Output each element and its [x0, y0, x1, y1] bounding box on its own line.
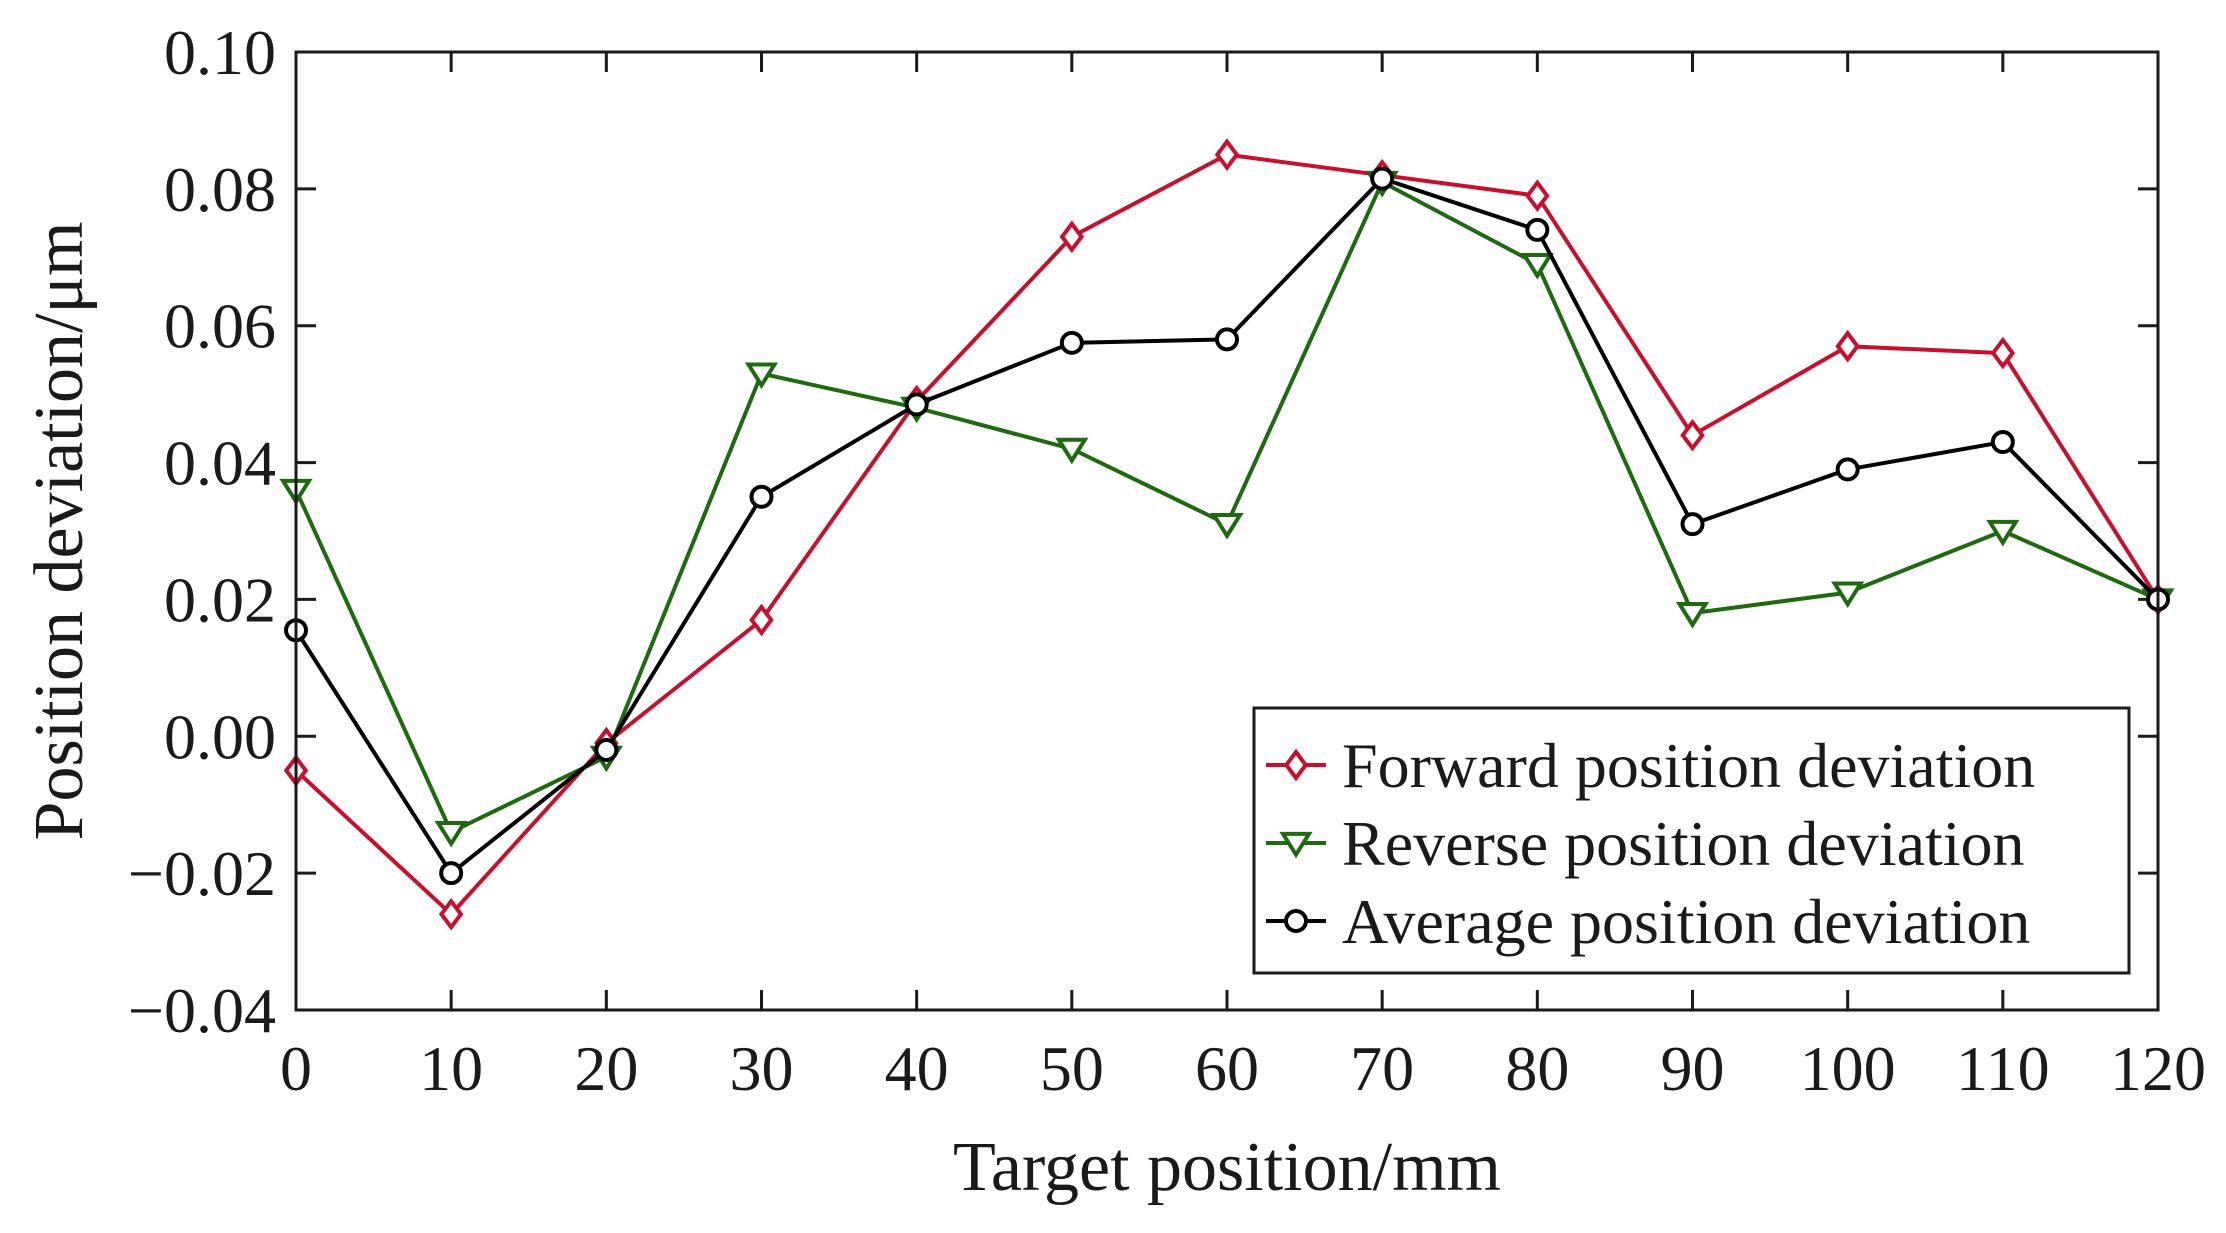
forward-data-point [749, 603, 774, 637]
average-data-point [749, 484, 774, 509]
y-tick-label: −0.04 [128, 975, 276, 1046]
y-tick-label: 0.06 [164, 291, 276, 362]
forward-legend-marker [1283, 748, 1309, 782]
y-tick-label: −0.02 [128, 838, 276, 909]
y-tick-label: 0.10 [164, 17, 276, 88]
x-tick-label: 50 [1040, 1033, 1104, 1104]
average-data-point [594, 737, 619, 762]
plot-frame [294, 50, 2160, 1012]
reverse-data-point [1055, 437, 1089, 465]
x-tick-label: 30 [730, 1033, 794, 1104]
reverse-data-point [434, 820, 468, 848]
average-data-point [1680, 512, 1705, 537]
x-tick-label: 60 [1195, 1033, 1259, 1104]
forward-data-point [1835, 329, 1860, 363]
y-tick-label: 0.08 [164, 154, 276, 225]
reverse-legend-marker [1279, 831, 1313, 859]
y-tick-label: 0.02 [164, 564, 276, 635]
x-tick-label: 40 [885, 1033, 949, 1104]
axis-ticks: 0 10 20 30 40 50 60 70 80 90 100 110 120 −0.04 −0.02 0.… [128, 17, 2206, 1104]
x-axis-title: Target position/mm [953, 1129, 1501, 1206]
x-tick-label: 110 [1956, 1033, 2050, 1104]
forward-data-point [1059, 220, 1085, 254]
average-data-point [1059, 330, 1084, 355]
average-data-point [1525, 217, 1550, 242]
forward-data-point [438, 897, 464, 931]
average-data-point [904, 392, 929, 417]
y-tick-label: 0.00 [164, 701, 276, 772]
x-tick-label: 70 [1350, 1033, 1414, 1104]
x-tick-label: 100 [1800, 1033, 1896, 1104]
forward-data-point [1214, 138, 1240, 171]
reverse-legend-label: Reverse position deviation [1342, 808, 2025, 879]
forward-legend-label: Forward position deviation [1342, 730, 2035, 801]
x-tick-label: 80 [1505, 1033, 1569, 1104]
average-data-point [439, 861, 464, 886]
x-tick-label: 120 [2110, 1033, 2206, 1104]
y-axis-title: Position deviation/μm [21, 222, 98, 841]
x-tick-label: 90 [1661, 1033, 1725, 1104]
reverse-data-point [744, 362, 779, 390]
average-data-point [1370, 166, 1395, 191]
forward-data-point [1990, 336, 2016, 370]
x-tick-label: 10 [419, 1033, 483, 1104]
reverse-data-point [1210, 513, 1244, 540]
x-tick-label: 20 [574, 1033, 638, 1104]
average-data-point [1835, 457, 1860, 482]
average-data-point [1990, 430, 2015, 455]
x-tick-label: 0 [280, 1033, 312, 1104]
legend-box [1252, 706, 2131, 975]
reverse-data-point [1520, 253, 1554, 280]
data-series [279, 138, 2175, 931]
forward-data-point [1525, 179, 1550, 213]
reverse-data-point [1831, 581, 1865, 609]
reverse-data-point [1986, 519, 2020, 547]
average-legend-marker [1284, 909, 1308, 933]
forward-data-point [1680, 418, 1705, 452]
y-tick-label: 0.04 [164, 428, 276, 499]
average-data-point [1215, 327, 1239, 352]
reverse-data-point [1675, 602, 1710, 629]
average-legend-label: Average position deviation [1342, 886, 2030, 957]
